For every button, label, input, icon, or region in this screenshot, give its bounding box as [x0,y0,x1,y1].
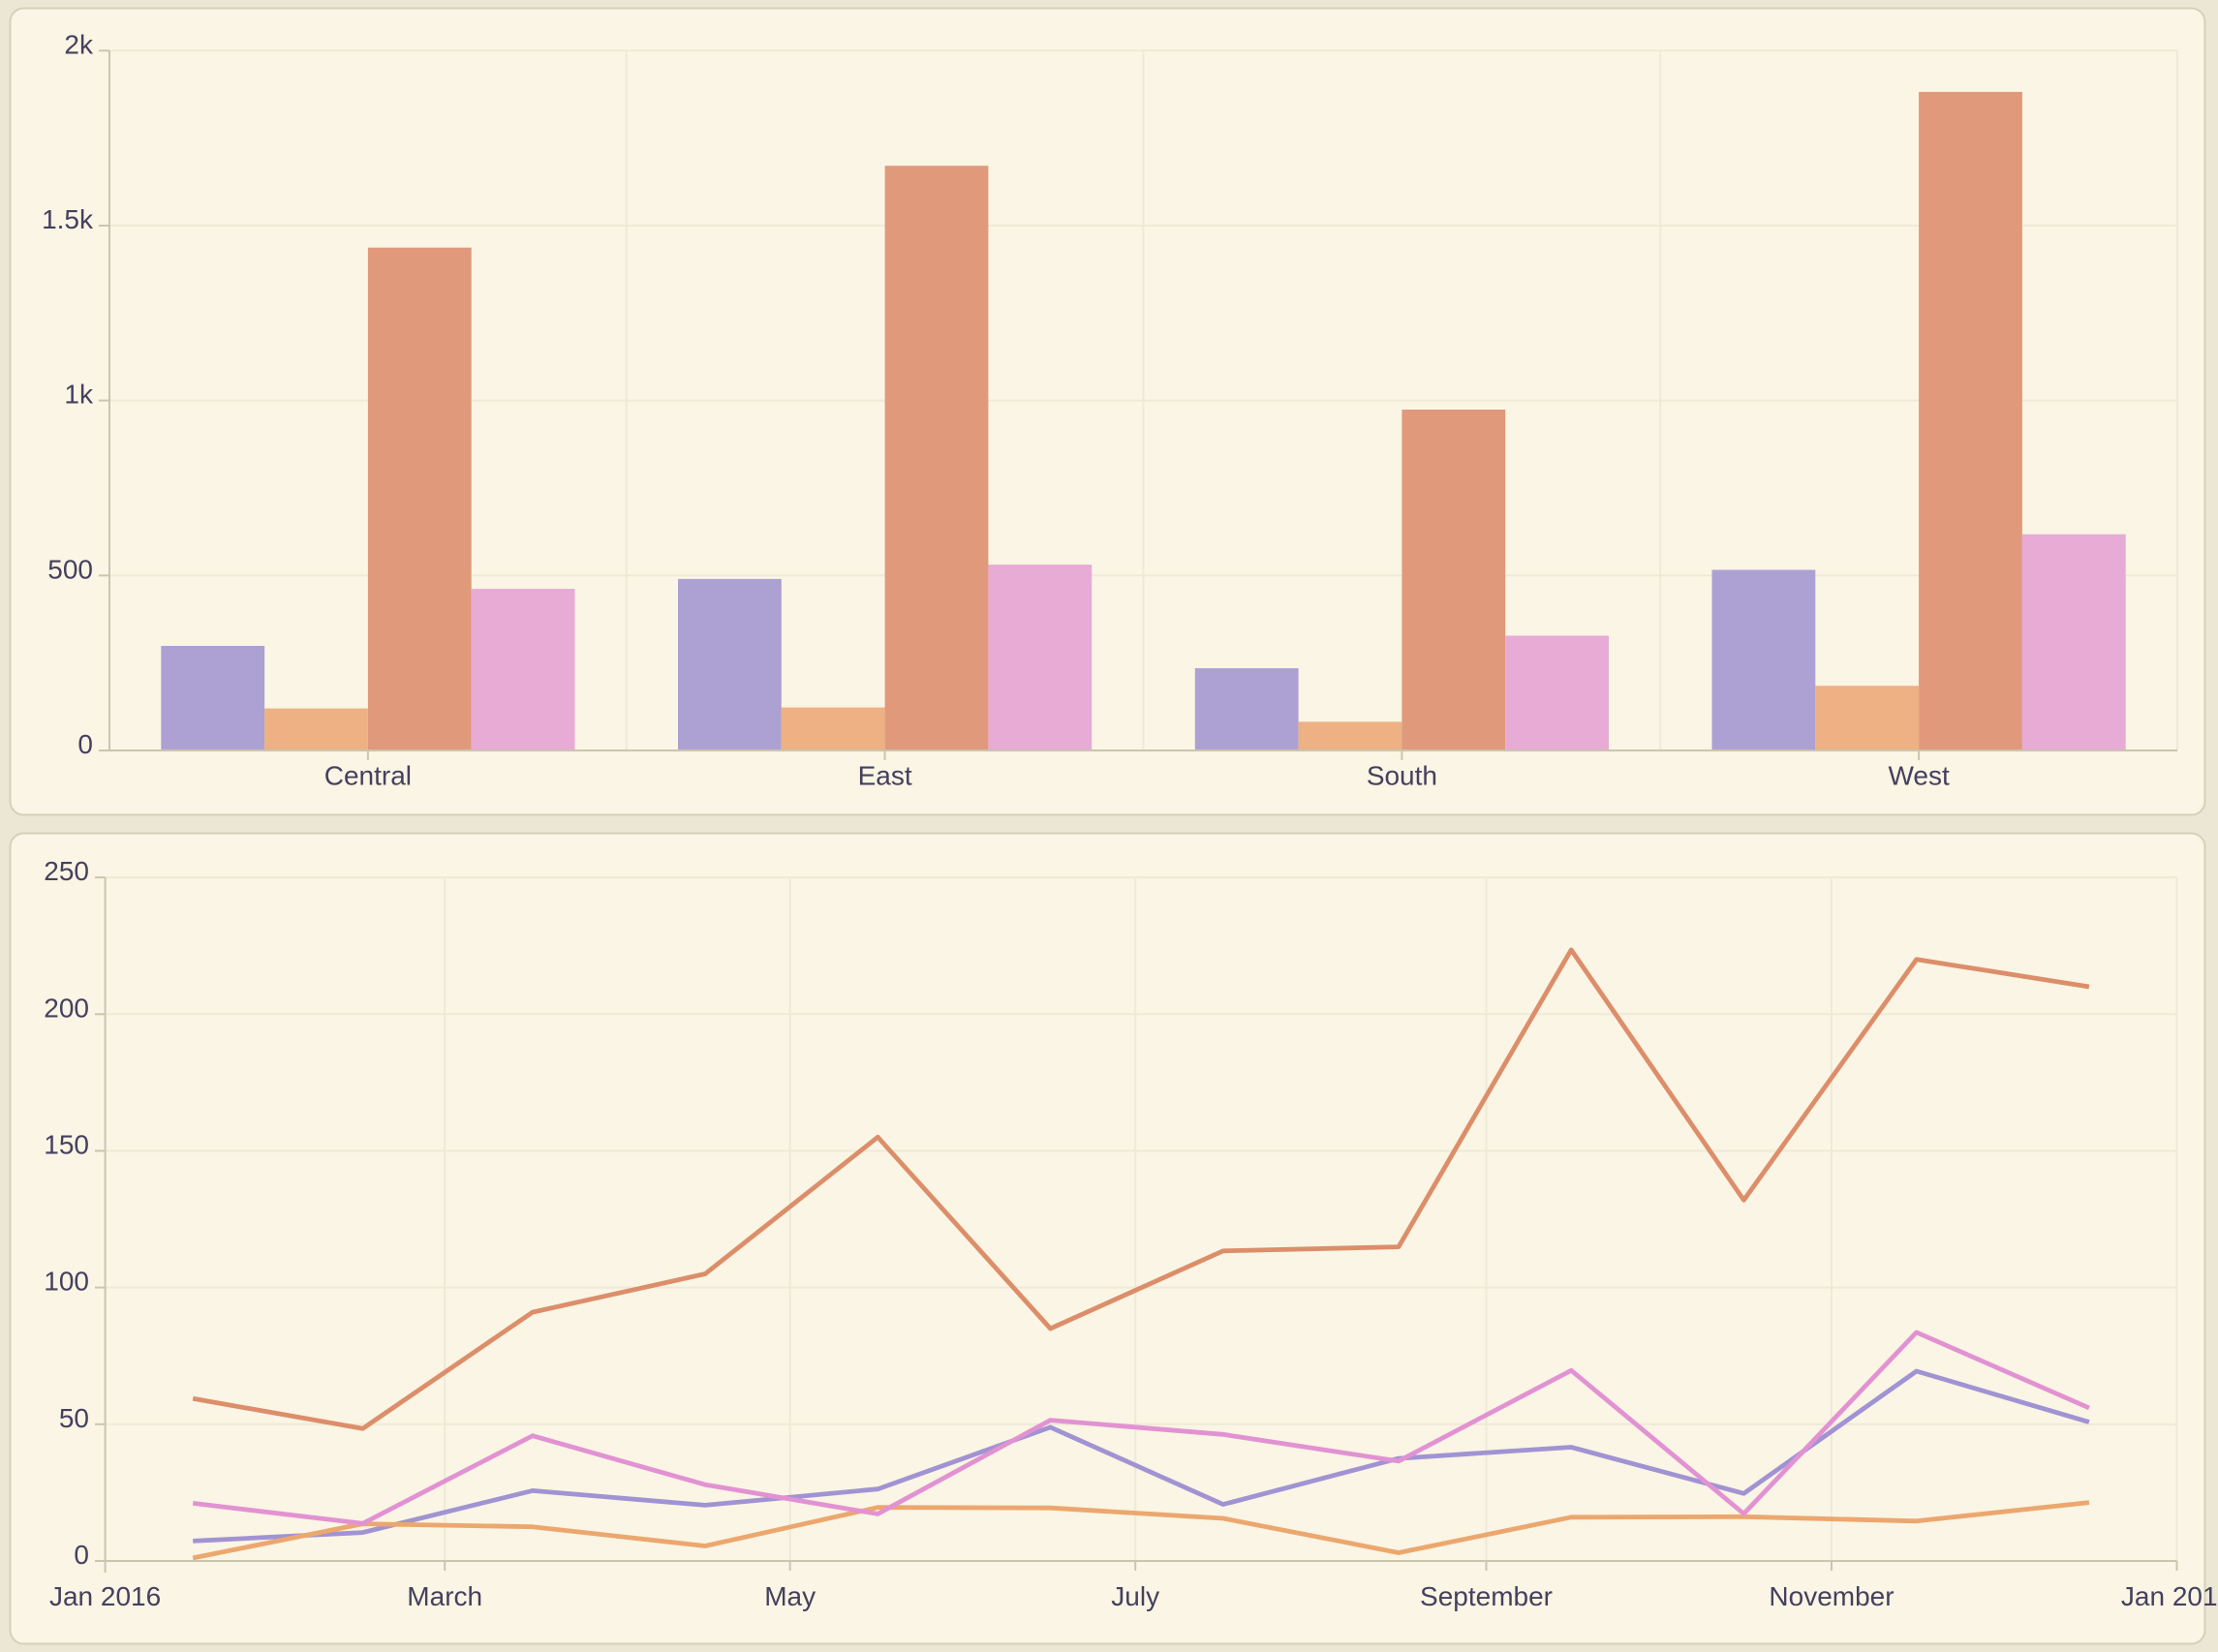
svg-text:2k: 2k [64,29,94,59]
svg-text:East: East [858,761,912,791]
svg-text:0: 0 [74,1540,89,1570]
svg-text:0: 0 [77,729,93,759]
svg-text:March: March [407,1581,482,1611]
svg-text:500: 500 [47,554,93,584]
svg-text:1k: 1k [64,380,94,410]
svg-text:West: West [1888,761,1949,791]
svg-text:Jan 2017: Jan 2017 [2121,1581,2218,1611]
svg-text:November: November [1769,1581,1894,1611]
svg-text:150: 150 [44,1130,89,1160]
svg-text:May: May [764,1581,816,1611]
svg-text:September: September [1420,1581,1553,1611]
svg-text:50: 50 [59,1403,89,1433]
svg-text:Jan 2016: Jan 2016 [49,1581,161,1611]
svg-text:South: South [1367,761,1437,791]
svg-text:Central: Central [324,761,412,791]
svg-text:250: 250 [44,856,89,886]
svg-text:1.5k: 1.5k [42,204,94,234]
svg-text:100: 100 [44,1267,89,1297]
svg-text:July: July [1111,1581,1159,1611]
svg-text:200: 200 [44,993,89,1023]
